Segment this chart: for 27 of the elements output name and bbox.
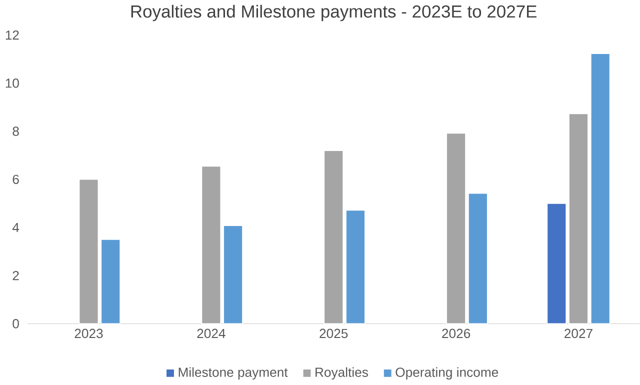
bar: [78, 179, 99, 324]
legend-label: Operating income: [396, 367, 498, 380]
x-tick-label: 2027: [564, 328, 592, 338]
legend-label: Royalties: [316, 367, 368, 380]
bar: [590, 53, 610, 324]
bar: [223, 225, 243, 324]
bar: [468, 192, 488, 324]
x-tick-label: 2024: [197, 328, 226, 338]
chart-title: Royalties and Milestone payments - 2023E to 2027E: [131, 4, 536, 22]
legend-label: Milestone payment: [178, 367, 288, 380]
x-tick-label: 2025: [320, 328, 348, 338]
x-tick-label: 2026: [442, 328, 470, 338]
y-tick-label: 0: [12, 319, 19, 328]
y-tick-label: 4: [12, 223, 20, 232]
y-tick-label: 6: [12, 174, 19, 184]
bar: [346, 210, 366, 324]
bar: [100, 239, 121, 324]
bar: [546, 203, 567, 324]
y-tick-label: 8: [12, 126, 19, 136]
bar: [568, 113, 588, 324]
bar: [446, 132, 466, 324]
y-tick-label: 12: [6, 30, 19, 40]
bar: [201, 166, 222, 324]
y-tick-label: 10: [6, 78, 19, 88]
bar: [324, 150, 344, 324]
y-tick-label: 2: [12, 271, 19, 280]
x-tick-label: 2023: [74, 328, 103, 338]
